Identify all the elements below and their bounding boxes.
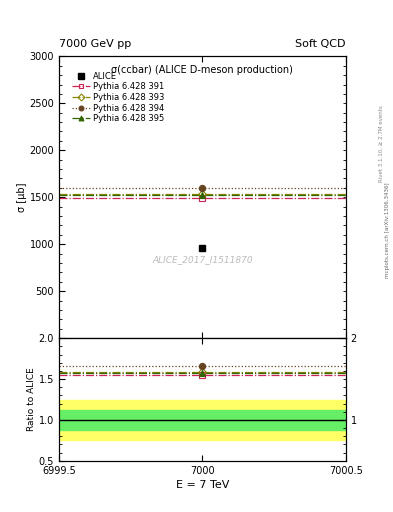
Text: 7000 GeV pp: 7000 GeV pp bbox=[59, 38, 131, 49]
Text: Rivet 3.1.10, ≥ 2.7M events: Rivet 3.1.10, ≥ 2.7M events bbox=[379, 105, 384, 182]
Legend: ALICE, Pythia 6.428 391, Pythia 6.428 393, Pythia 6.428 394, Pythia 6.428 395: ALICE, Pythia 6.428 391, Pythia 6.428 39… bbox=[72, 72, 165, 123]
Y-axis label: Ratio to ALICE: Ratio to ALICE bbox=[27, 368, 36, 432]
X-axis label: E = 7 TeV: E = 7 TeV bbox=[176, 480, 229, 490]
Y-axis label: σ [μb]: σ [μb] bbox=[17, 182, 27, 212]
Text: mcplots.cern.ch [arXiv:1306.3436]: mcplots.cern.ch [arXiv:1306.3436] bbox=[385, 183, 389, 278]
Text: σ(ccbar) (ALICE D-meson production): σ(ccbar) (ALICE D-meson production) bbox=[112, 65, 293, 75]
Text: Soft QCD: Soft QCD bbox=[296, 38, 346, 49]
Text: ALICE_2017_I1511870: ALICE_2017_I1511870 bbox=[152, 255, 253, 264]
